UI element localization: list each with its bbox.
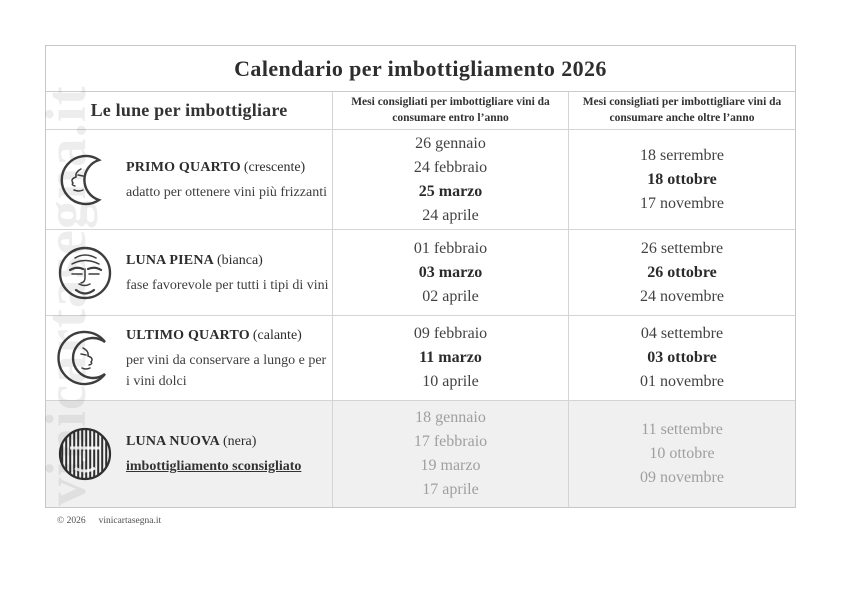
row-luna-nuova-within-year-dates: 18 gennaio 17 febbraio 19 marzo 17 april… xyxy=(332,401,568,507)
row-ultimo-quarto-beyond-year-dates: 04 settembre 03 ottobre 01 novembre xyxy=(568,316,795,401)
phase-name: ULTIMO QUARTO (calante) xyxy=(126,327,302,343)
waning-crescent-moon-icon xyxy=(56,326,114,390)
date-line: 10 aprile xyxy=(422,373,479,390)
row-luna-nuova-beyond-year-dates: 11 settembre 10 ottobre 09 novembre xyxy=(568,401,795,507)
site-name: vinicartasegna.it xyxy=(98,516,162,526)
date-line: 09 febbraio xyxy=(413,325,488,342)
date-line: 18 gennaio xyxy=(415,409,486,426)
row-luna-nuova-phase-cell: LUNA NUOVA (nera) imbottigliamento sconsi… xyxy=(46,401,332,507)
phase-description: fase favorevole per tutti i tipi di vini xyxy=(126,277,329,293)
header-within-year: Mesi consigliati per imbottigliare vini … xyxy=(332,92,568,130)
date-line: 18 ottobre xyxy=(647,170,717,188)
row-primo-quarto-phase-cell: PRIMO QUARTO (crescente) adatto per otten… xyxy=(46,130,332,230)
row-ultimo-quarto-phase-cell: ULTIMO QUARTO (calante) per vini da conse… xyxy=(46,316,332,401)
date-line: 17 febbraio xyxy=(413,433,488,450)
phase-qualifier: (nera) xyxy=(222,434,257,449)
copyright-text: © 2026 xyxy=(57,516,86,526)
calendar-table: Le lune per imbottigliare Mesi consiglia… xyxy=(46,92,795,507)
date-line: 26 ottobre xyxy=(647,263,717,281)
date-line: 26 gennaio xyxy=(415,134,486,152)
date-line: 02 aprile xyxy=(422,287,479,305)
date-line: 03 marzo xyxy=(418,263,483,281)
date-line: 04 settembre xyxy=(640,325,724,342)
date-line: 19 marzo xyxy=(420,457,481,474)
date-line: 11 settembre xyxy=(641,421,723,438)
row-primo-quarto-beyond-year-dates: 18 serrembre 18 ottobre 17 novembre xyxy=(568,130,795,230)
phase-description: imbottigliamento sconsigliato xyxy=(126,459,302,474)
row-luna-piena-within-year-dates: 01 febbraio 03 marzo 02 aprile xyxy=(332,230,568,316)
row-luna-piena-phase-cell: LUNA PIENA (bianca) fase favorevole per t… xyxy=(46,230,332,316)
phase-description: adatto per ottenere vini più frizzanti xyxy=(126,184,327,200)
phase-name: PRIMO QUARTO (crescente) xyxy=(126,159,306,175)
date-line: 24 febbraio xyxy=(413,158,488,176)
waxing-crescent-moon-icon xyxy=(56,148,114,212)
row-primo-quarto-within-year-dates: 26 gennaio 24 febbraio 25 marzo 24 april… xyxy=(332,130,568,230)
date-line: 17 novembre xyxy=(640,194,724,212)
footer: © 2026 vinicartasegna.it xyxy=(57,516,161,526)
calendar-board: Calendario per imbottigliamento 2026 Le … xyxy=(45,45,796,508)
page-title: Calendario per imbottigliamento 2026 xyxy=(46,46,795,92)
phase-qualifier: (bianca) xyxy=(216,252,263,268)
phase-qualifier: (crescente) xyxy=(243,159,306,175)
date-line: 01 febbraio xyxy=(413,239,488,257)
date-line: 09 novembre xyxy=(640,469,724,486)
full-moon-face-icon xyxy=(56,241,114,305)
phase-name: LUNA PIENA (bianca) xyxy=(126,252,263,268)
row-ultimo-quarto-within-year-dates: 09 febbraio 11 marzo 10 aprile xyxy=(332,316,568,401)
date-line: 24 aprile xyxy=(422,206,479,224)
date-line: 11 marzo xyxy=(419,349,482,366)
date-line: 24 novembre xyxy=(640,287,724,305)
phase-name: LUNA NUOVA (nera) xyxy=(126,434,257,449)
header-beyond-year: Mesi consigliati per imbottigliare vini … xyxy=(568,92,795,130)
row-luna-piena-beyond-year-dates: 26 settembre 26 ottobre 24 novembre xyxy=(568,230,795,316)
date-line: 17 aprile xyxy=(422,481,479,498)
date-line: 26 settembre xyxy=(640,239,724,257)
header-moons: Le lune per imbottigliare xyxy=(46,92,332,130)
date-line: 25 marzo xyxy=(418,182,483,200)
phase-description: per vini da conservare a lungo e per i v… xyxy=(126,352,327,389)
date-line: 18 serrembre xyxy=(640,146,724,164)
new-moon-face-icon xyxy=(56,422,114,486)
date-line: 03 ottobre xyxy=(647,349,717,366)
date-line: 01 novembre xyxy=(640,373,724,390)
phase-qualifier: (calante) xyxy=(252,327,302,343)
date-line: 10 ottobre xyxy=(649,445,715,462)
